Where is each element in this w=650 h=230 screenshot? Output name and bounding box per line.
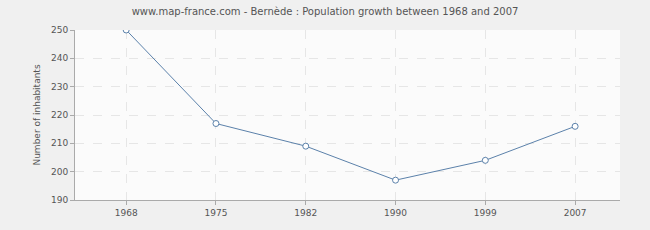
svg-text:220: 220 xyxy=(51,110,68,120)
svg-text:Number of inhabitants: Number of inhabitants xyxy=(32,64,42,165)
svg-text:2007: 2007 xyxy=(564,208,587,218)
svg-text:240: 240 xyxy=(51,53,68,63)
svg-text:www.map-france.com - Bernède :: www.map-france.com - Bernède : Populatio… xyxy=(132,6,519,17)
svg-text:230: 230 xyxy=(51,82,68,92)
svg-text:200: 200 xyxy=(51,167,68,177)
svg-text:1999: 1999 xyxy=(474,208,497,218)
svg-text:1982: 1982 xyxy=(294,208,317,218)
svg-text:250: 250 xyxy=(51,25,68,35)
svg-text:1990: 1990 xyxy=(384,208,407,218)
svg-text:1975: 1975 xyxy=(205,208,228,218)
svg-text:210: 210 xyxy=(51,138,68,148)
svg-text:1968: 1968 xyxy=(115,208,138,218)
svg-text:190: 190 xyxy=(51,195,68,205)
